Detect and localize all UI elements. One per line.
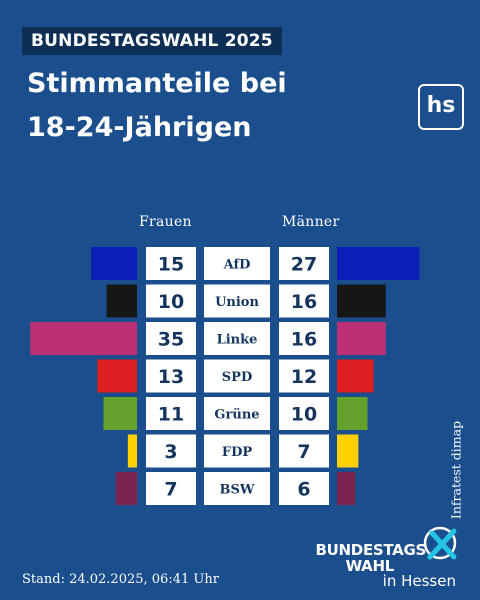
bar-frauen-linke (30, 322, 137, 355)
cell-party-linke (204, 322, 270, 355)
party-label-gr-ne: Grüne (214, 408, 259, 423)
value-maenner-gr-ne: 10 (291, 404, 317, 426)
party-label-spd: SPD (222, 370, 252, 385)
cell-maenner-fdp (279, 434, 329, 468)
brand-line-1: BUNDESTAGS (315, 541, 427, 559)
legend-maenner: Männer (282, 214, 340, 230)
cell-maenner-gr-ne (279, 397, 329, 430)
election-brand-logo: BUNDESTAGS WAHL in Hessen (300, 523, 470, 593)
cell-party-gr-ne (204, 397, 270, 430)
brand-line-2: WAHL (345, 557, 395, 575)
ballot-cross-icon (423, 526, 457, 560)
bar-frauen-bsw (115, 472, 137, 505)
cell-frauen-linke (146, 322, 196, 355)
cell-maenner-spd (279, 359, 329, 393)
party-label-linke: Linke (217, 333, 258, 348)
bar-maenner-linke (337, 322, 386, 355)
cell-frauen-spd (146, 359, 196, 393)
value-maenner-union: 16 (291, 291, 317, 313)
cell-maenner-linke (279, 322, 329, 355)
cell-frauen-gr-ne (146, 397, 196, 430)
bar-maenner-union (337, 284, 386, 318)
cell-maenner-bsw (279, 472, 329, 505)
value-frauen-gr-ne: 11 (158, 404, 184, 426)
cell-frauen-bsw (146, 472, 196, 505)
cell-party-afd (204, 247, 270, 280)
bar-frauen-afd (91, 247, 137, 280)
cell-party-fdp (204, 434, 270, 468)
cell-frauen-fdp (146, 434, 196, 468)
value-frauen-bsw: 7 (164, 479, 177, 501)
value-frauen-spd: 13 (158, 366, 184, 388)
cell-frauen-afd (146, 247, 196, 280)
cell-party-bsw (204, 472, 270, 505)
party-label-union: Union (215, 295, 259, 310)
title-line-2: 18-24-Jährigen (27, 112, 252, 143)
bar-maenner-spd (337, 359, 374, 393)
cell-frauen-union (146, 284, 196, 318)
cell-maenner-union (279, 284, 329, 318)
title-line-1: Stimmanteile bei (27, 68, 287, 99)
bar-frauen-union (106, 284, 137, 318)
timestamp: Stand: 24.02.2025, 06:41 Uhr (22, 572, 219, 587)
source-label: Infratest dimap (448, 420, 464, 520)
party-label-afd: AfD (223, 258, 251, 273)
page-title: Stimmanteile bei 18-24-Jährigen (27, 62, 387, 150)
bar-frauen-fdp (127, 434, 137, 468)
value-maenner-linke: 16 (291, 329, 317, 351)
hs-logo: hs (418, 84, 464, 130)
brand-line-3: in Hessen (382, 572, 456, 590)
bar-frauen-gr-ne (103, 397, 137, 430)
value-maenner-bsw: 6 (297, 479, 310, 501)
bar-maenner-afd (337, 247, 420, 280)
bar-maenner-gr-ne (337, 397, 368, 430)
party-label-fdp: FDP (222, 445, 253, 460)
bar-maenner-bsw (337, 472, 356, 505)
value-maenner-fdp: 7 (297, 441, 310, 463)
cell-maenner-afd (279, 247, 329, 280)
value-frauen-union: 10 (158, 291, 184, 313)
party-label-bsw: BSW (220, 483, 255, 498)
value-frauen-fdp: 3 (164, 441, 177, 463)
kicker-label: BUNDESTAGSWAHL 2025 (22, 27, 282, 55)
bar-frauen-spd (97, 359, 137, 393)
bar-maenner-fdp (337, 434, 359, 468)
legend-frauen: Frauen (139, 214, 192, 230)
value-frauen-linke: 35 (158, 329, 184, 351)
value-maenner-afd: 27 (291, 254, 317, 276)
value-maenner-spd: 12 (291, 366, 317, 388)
value-frauen-afd: 15 (158, 254, 184, 276)
cell-party-union (204, 284, 270, 318)
cell-party-spd (204, 359, 270, 393)
